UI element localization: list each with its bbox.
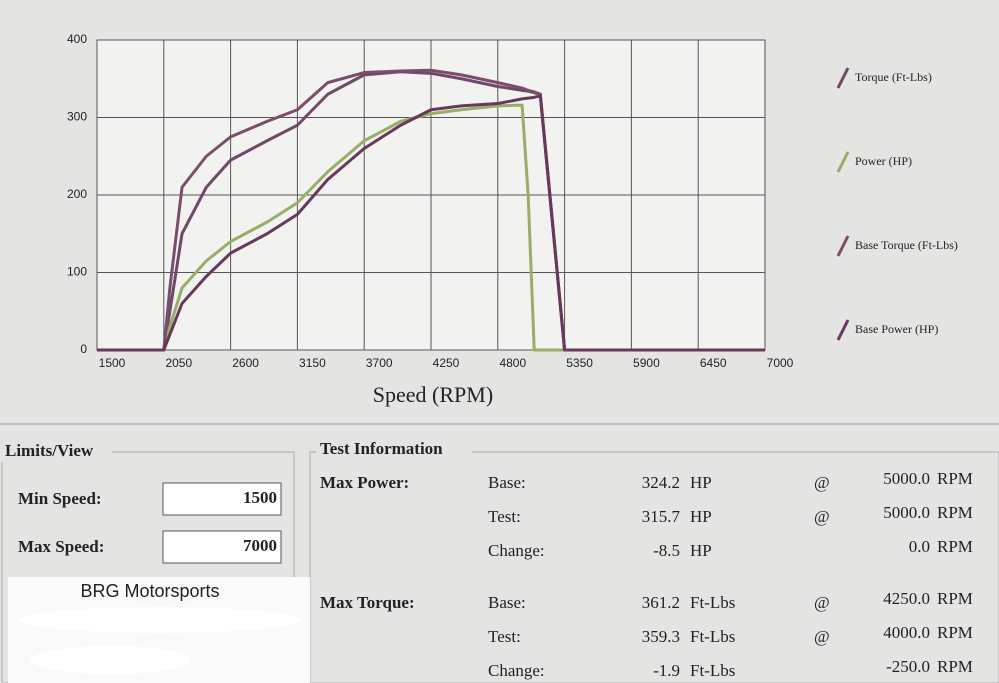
legend-swatch — [836, 235, 850, 257]
group-label: Max Torque: — [320, 593, 415, 612]
x-tick-label: 2600 — [232, 356, 259, 370]
x-tick-label: 3700 — [366, 356, 393, 370]
field-input[interactable] — [162, 530, 282, 564]
row-value: -8.5 — [653, 541, 680, 560]
panel-title-bg — [0, 442, 112, 462]
test-panel — [309, 451, 999, 683]
row-unit: HP — [690, 473, 712, 492]
row-value: 324.2 — [642, 473, 680, 492]
row-value: 361.2 — [642, 593, 680, 612]
row-rpm-unit: RPM — [937, 469, 973, 488]
x-tick-label: 4800 — [499, 356, 526, 370]
test-title: Test Information — [320, 439, 443, 458]
y-tick-label: 400 — [67, 32, 87, 46]
legend-swatch — [836, 67, 850, 89]
x-tick-label: 1500 — [99, 356, 126, 370]
x-tick-label: 7000 — [767, 356, 794, 370]
row-name: Change: — [488, 661, 545, 680]
row-unit: HP — [690, 541, 712, 560]
field-value[interactable]: 1500 — [243, 488, 277, 507]
row-name: Test: — [488, 507, 521, 526]
field-label: Min Speed: — [18, 489, 102, 508]
series-line — [97, 68, 765, 352]
row-rpm: 4250.0 — [883, 589, 930, 608]
legend-swatch — [836, 151, 850, 173]
group-label: Max Power: — [320, 473, 409, 492]
row-value: 315.7 — [642, 507, 681, 526]
field-value[interactable]: 7000 — [243, 536, 277, 555]
legend-label: Base Torque (Ft-Lbs) — [855, 238, 958, 252]
redaction — [30, 646, 190, 674]
row-at: @ — [814, 473, 830, 492]
x-tick-label: 5900 — [633, 356, 660, 370]
row-unit: Ft-Lbs — [690, 593, 735, 612]
row-rpm-unit: RPM — [937, 657, 973, 676]
x-tick-label: 6450 — [700, 356, 727, 370]
row-value: -1.9 — [653, 661, 680, 680]
row-rpm-unit: RPM — [937, 537, 973, 556]
row-rpm-unit: RPM — [937, 623, 973, 642]
panel-title-bg — [316, 440, 472, 462]
row-rpm: 5000.0 — [883, 469, 930, 488]
row-unit: Ft-Lbs — [690, 627, 735, 646]
row-unit: Ft-Lbs — [690, 661, 735, 680]
limits-title: Limits/View — [5, 441, 94, 460]
row-rpm: -250.0 — [886, 657, 930, 676]
row-at: @ — [814, 627, 830, 646]
row-rpm: 4000.0 — [883, 623, 930, 642]
row-name: Base: — [488, 593, 526, 612]
row-name: Base: — [488, 473, 526, 492]
legend-swatch — [836, 319, 850, 341]
row-name: Change: — [488, 541, 545, 560]
y-tick-label: 100 — [67, 265, 87, 279]
badge-text: BRG Motorsports — [80, 581, 219, 601]
row-unit: HP — [690, 507, 712, 526]
limits-panel — [1, 451, 295, 683]
x-tick-label: 3150 — [299, 356, 326, 370]
row-name: Test: — [488, 627, 521, 646]
row-value: 359.3 — [642, 627, 680, 646]
legend-label: Power (HP) — [855, 154, 912, 168]
row-rpm-unit: RPM — [937, 503, 973, 522]
row-at: @ — [814, 593, 830, 612]
y-tick-label: 0 — [80, 342, 87, 356]
series-line — [97, 94, 765, 352]
legend-label: Base Power (HP) — [855, 322, 938, 336]
y-tick-label: 200 — [67, 187, 87, 201]
series-line — [97, 103, 765, 352]
x-tick-label: 4250 — [433, 356, 460, 370]
x-axis-label: Speed (RPM) — [373, 382, 493, 407]
row-rpm: 0.0 — [909, 537, 930, 556]
row-rpm-unit: RPM — [937, 589, 973, 608]
field-label: Max Speed: — [18, 537, 104, 556]
field-input[interactable] — [162, 482, 282, 516]
row-rpm: 5000.0 — [883, 503, 930, 522]
x-tick-label: 2050 — [165, 356, 192, 370]
row-at: @ — [814, 507, 830, 526]
y-tick-label: 300 — [67, 110, 87, 124]
x-tick-label: 5350 — [566, 356, 593, 370]
legend-label: Torque (Ft-Lbs) — [855, 70, 932, 84]
redaction — [20, 607, 300, 633]
